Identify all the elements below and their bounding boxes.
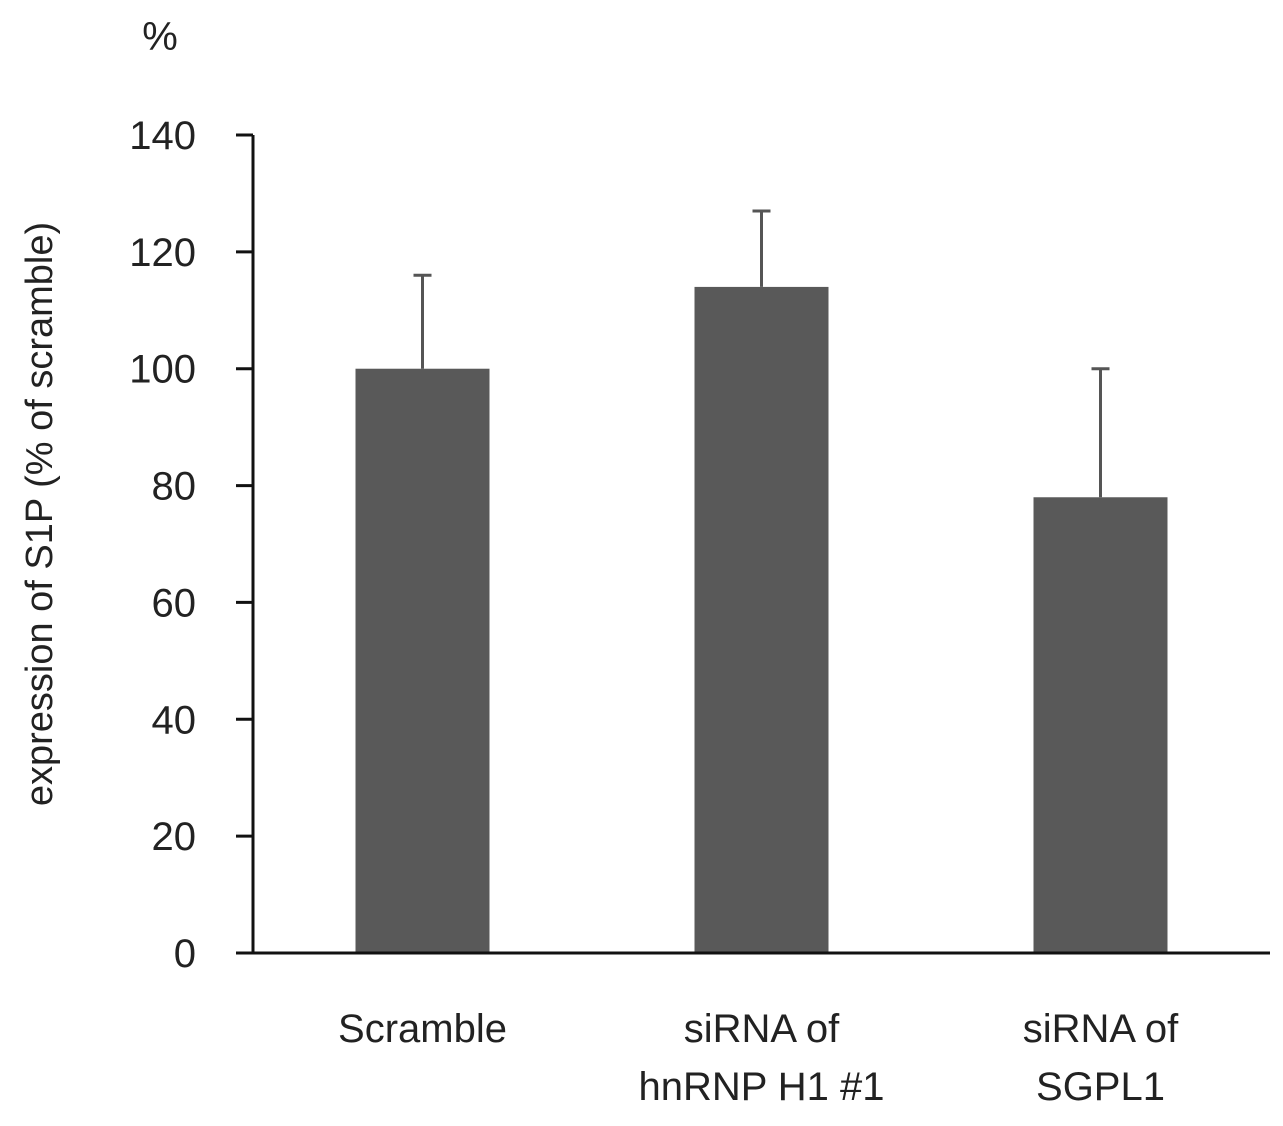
bar — [694, 286, 829, 953]
x-category-label: Scramble — [338, 1007, 507, 1051]
y-tick-label: 40 — [152, 698, 197, 742]
x-category-label: siRNA of — [1023, 1007, 1179, 1051]
y-axis-title: expression of S1P (% of scramble) — [19, 222, 61, 806]
y-tick-label: 100 — [129, 348, 196, 392]
x-category-label: siRNA of — [684, 1007, 840, 1051]
y-unit-label: % — [142, 15, 178, 59]
y-tick-label: 60 — [152, 581, 197, 625]
bar — [355, 368, 490, 953]
y-tick-label: 0 — [174, 932, 196, 976]
y-tick-label: 120 — [129, 231, 196, 275]
x-category-label: hnRNP H1 #1 — [638, 1065, 884, 1109]
y-tick-label: 140 — [129, 114, 196, 158]
bar — [1033, 497, 1168, 953]
y-axis-ticks: 0 20 40 60 80 100 120 140 — [129, 114, 253, 976]
x-axis-category-labels: Scramble siRNA of hnRNP H1 #1 siRNA of SGPL1 — [338, 1007, 1179, 1109]
bar-series — [355, 209, 1168, 953]
y-tick-label: 80 — [152, 465, 197, 509]
y-tick-label: 20 — [152, 815, 197, 859]
x-category-label: SGPL1 — [1036, 1065, 1165, 1109]
